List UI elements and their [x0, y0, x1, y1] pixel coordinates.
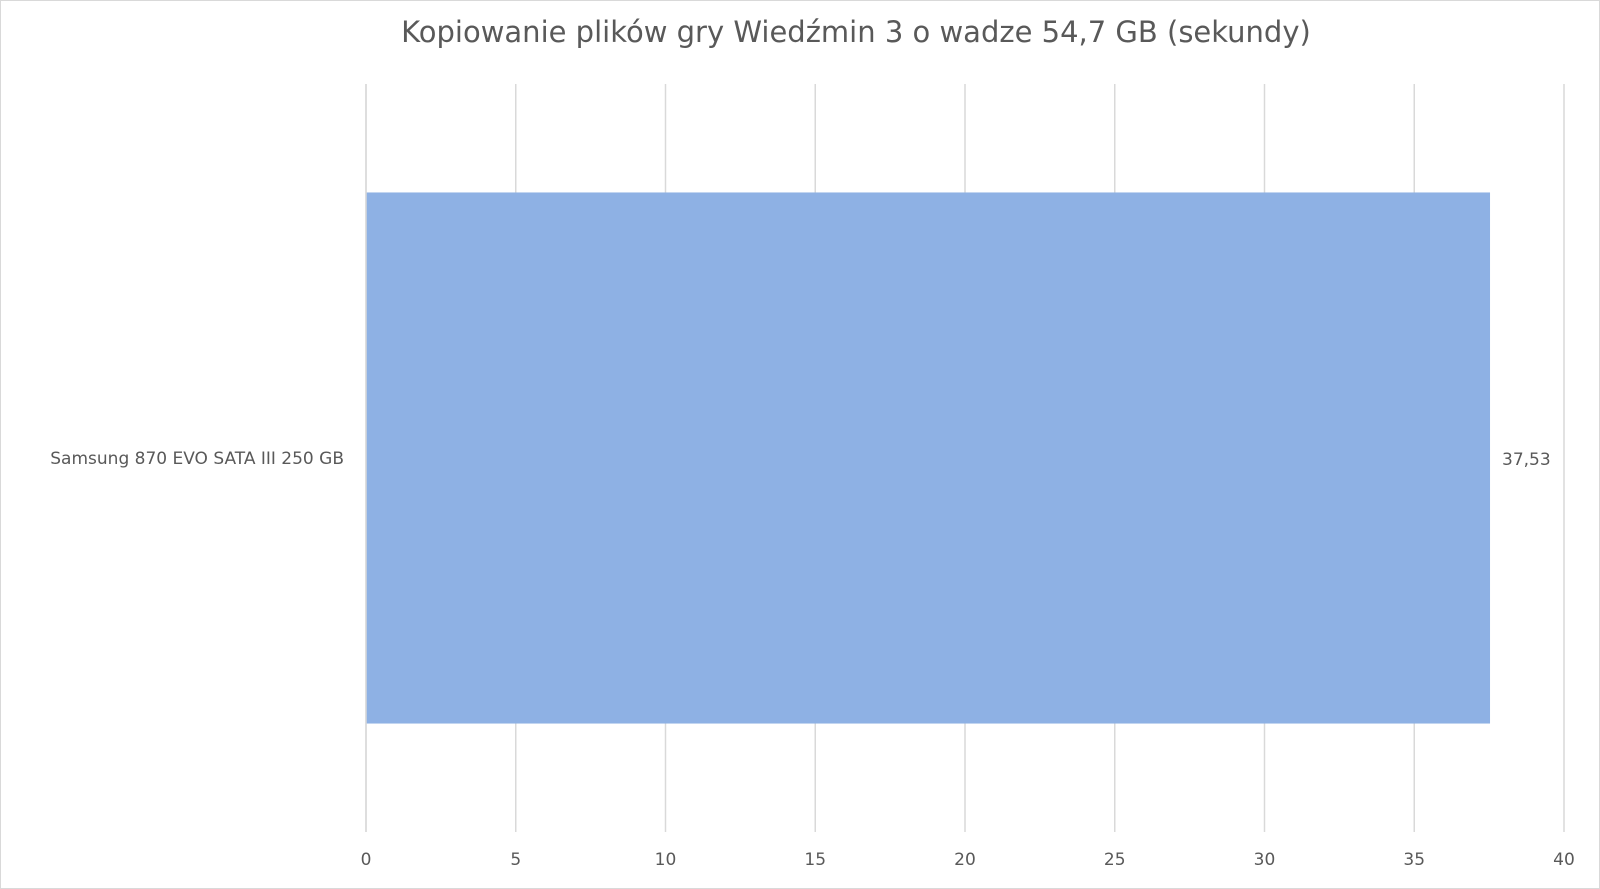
- x-tick-label: 20: [954, 850, 976, 870]
- x-tick-label: 10: [655, 850, 677, 870]
- x-tick-label: 5: [510, 850, 521, 870]
- chart-title: Kopiowanie plików gry Wiedźmin 3 o wadze…: [401, 15, 1311, 49]
- x-tick-label: 15: [804, 850, 826, 870]
- x-tick-label: 0: [361, 850, 372, 870]
- bar: [366, 192, 1491, 724]
- data-label: 37,53: [1502, 450, 1551, 470]
- x-tick-label: 25: [1104, 850, 1126, 870]
- x-tick-label: 30: [1254, 850, 1276, 870]
- x-tick-label: 40: [1553, 850, 1575, 870]
- x-tick-label: 35: [1403, 850, 1425, 870]
- y-tick-label: Samsung 870 EVO SATA III 250 GB: [50, 449, 344, 469]
